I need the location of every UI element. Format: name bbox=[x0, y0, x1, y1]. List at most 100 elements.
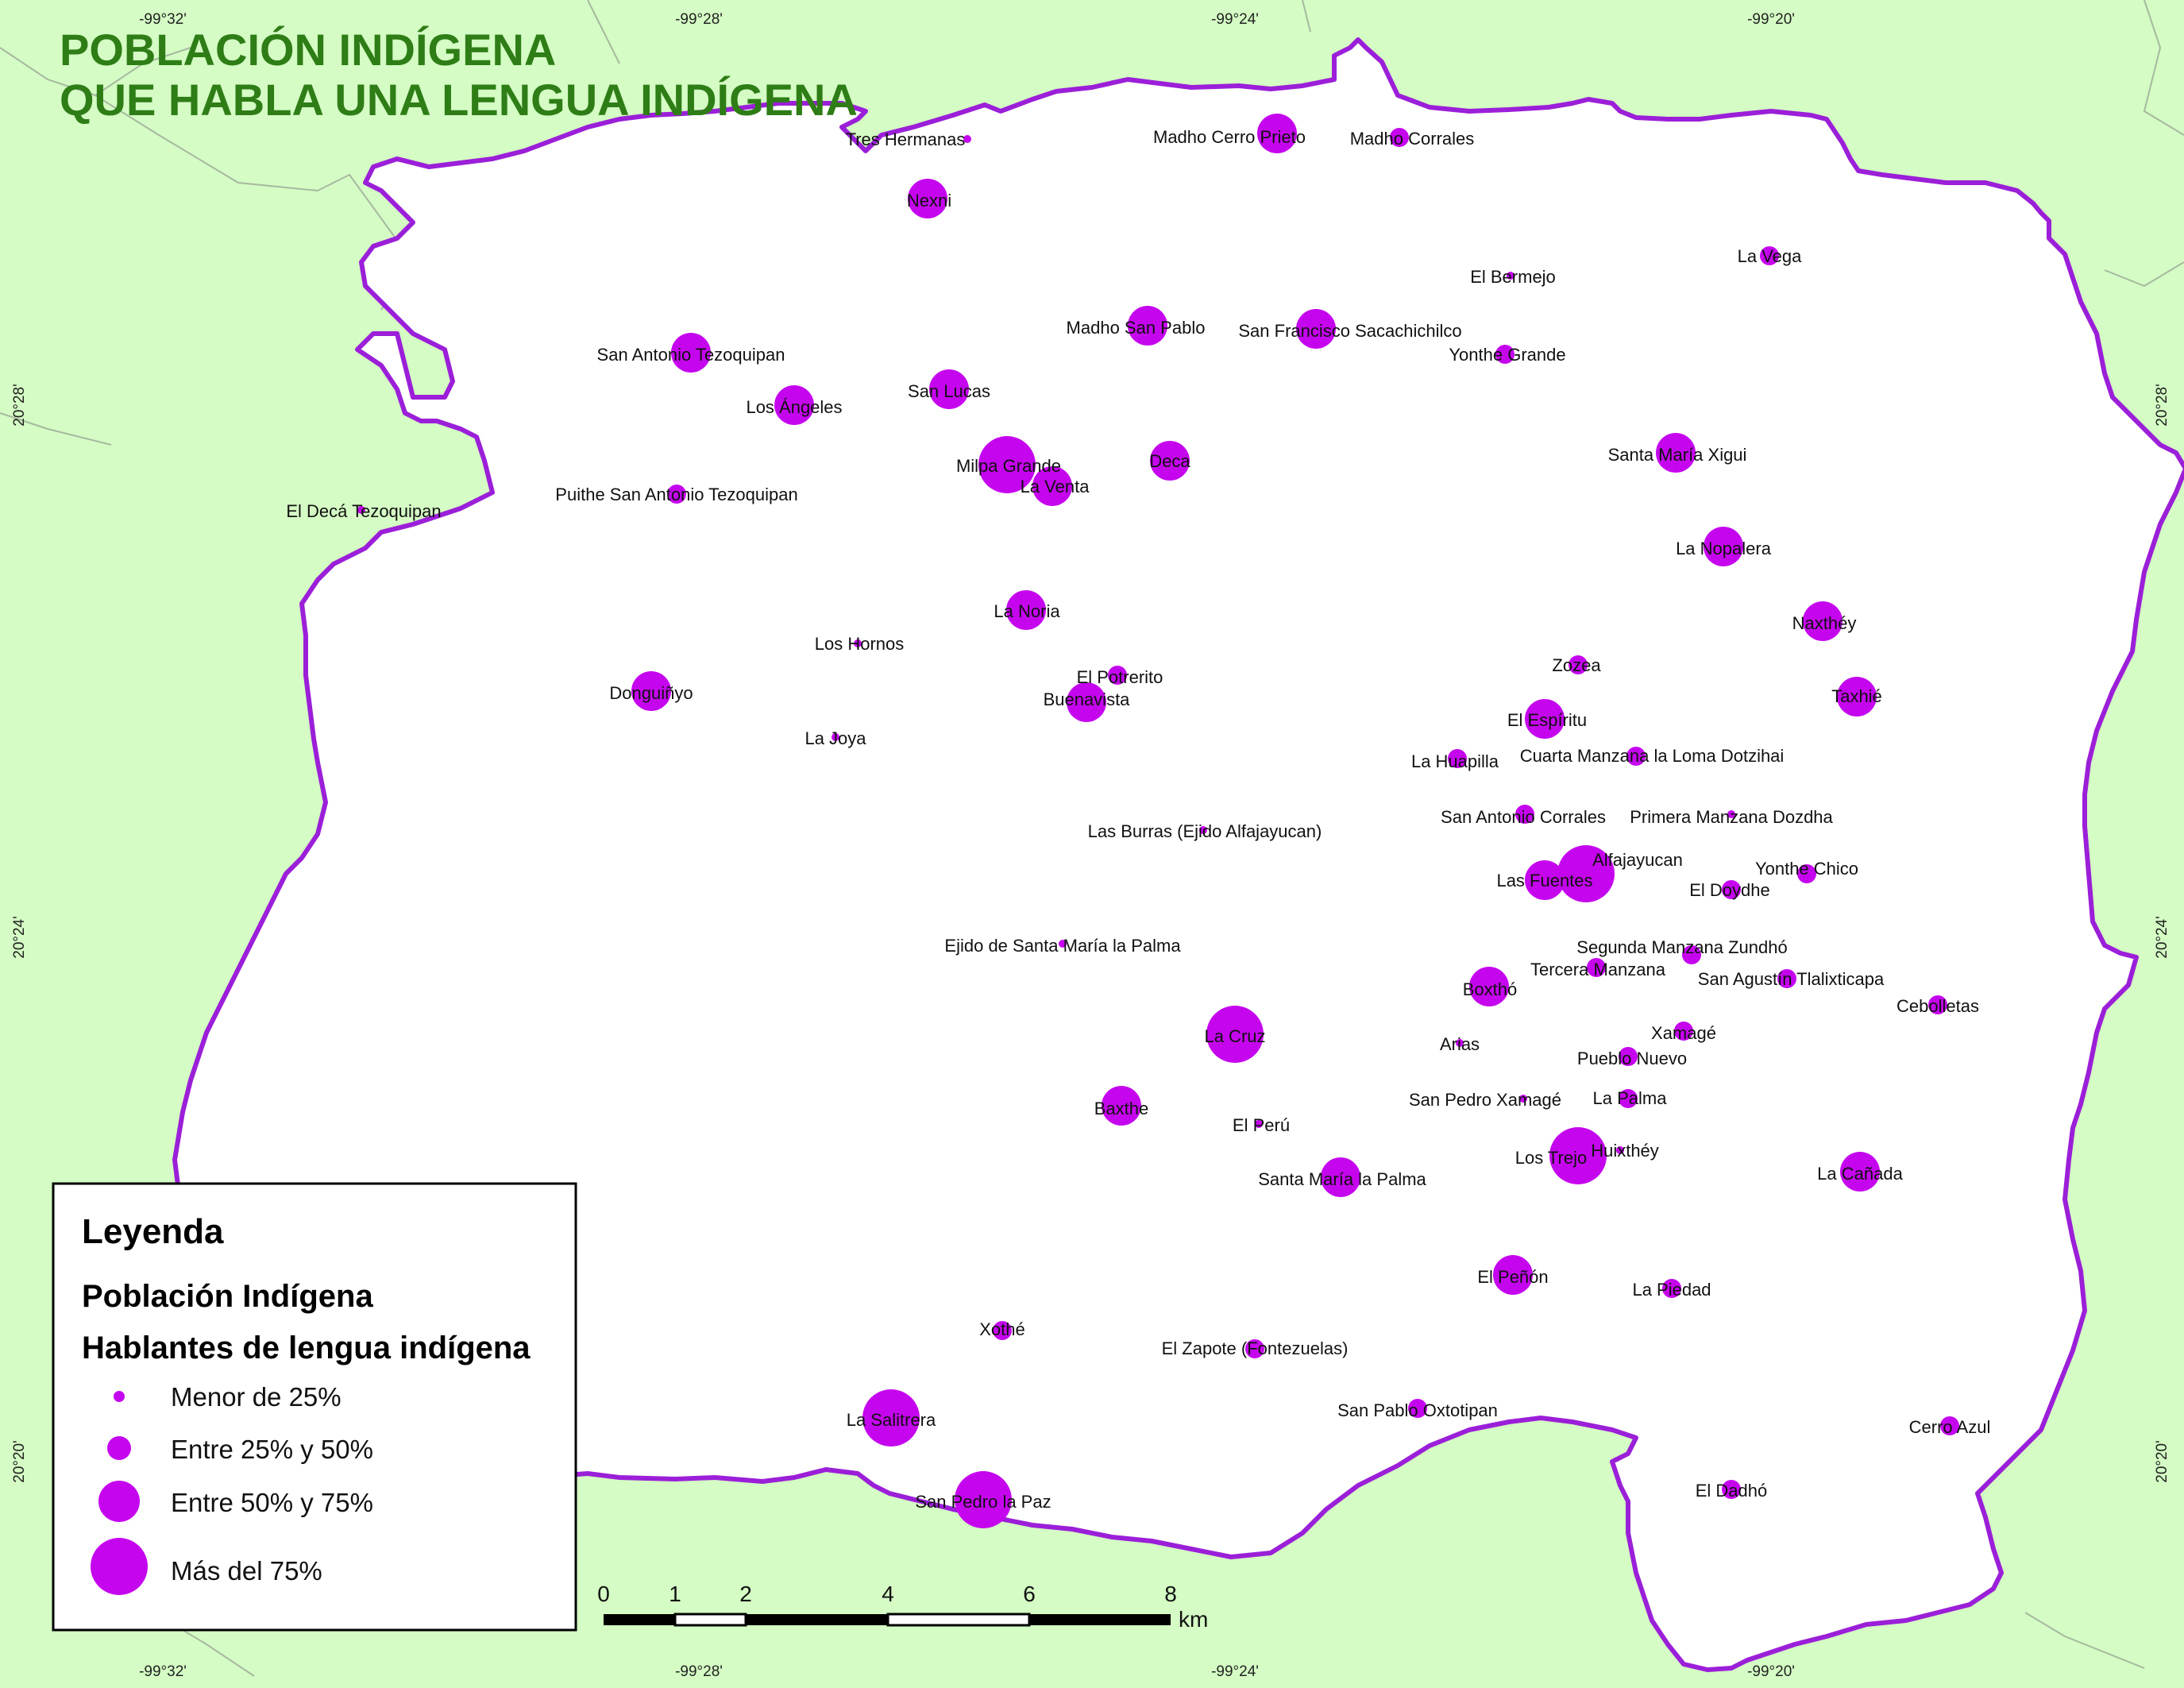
coord-lon-bottom-2: -99°28' bbox=[675, 1663, 723, 1680]
locality-marker-san-lucas bbox=[929, 369, 969, 409]
map-title-line-2: QUE HABLA UNA LENGUA INDÍGENA bbox=[60, 75, 858, 125]
locality-label-huixthey: Huixthéy bbox=[1591, 1141, 1659, 1161]
locality-label-madho-corrales: Madho Corrales bbox=[1350, 129, 1475, 149]
coord-lon-bottom-3: -99°24' bbox=[1211, 1663, 1259, 1680]
locality-label-la-venta: La Venta bbox=[1021, 477, 1090, 496]
locality-marker-tercera-manzana bbox=[1587, 958, 1606, 977]
locality-marker-baxthe bbox=[1102, 1086, 1141, 1126]
legend-title: Leyenda bbox=[82, 1212, 224, 1251]
locality-marker-zozea bbox=[1569, 655, 1588, 674]
locality-marker-san-antonio-corrales bbox=[1515, 805, 1534, 824]
locality-label-yonthe-grande: Yonthe Grande bbox=[1449, 345, 1565, 365]
scale-segment-2 bbox=[673, 1613, 747, 1627]
locality-marker-nexni bbox=[908, 179, 947, 218]
coord-lat-right-1: 20°28' bbox=[2154, 384, 2170, 427]
coord-lon-top-1: -99°32' bbox=[139, 11, 187, 28]
locality-label-el-doydhe: El Doydhe bbox=[1689, 880, 1770, 900]
locality-label-santa-maria-xigui: Santa María Xigui bbox=[1608, 445, 1747, 465]
locality-label-donguinyo: Donguiñyo bbox=[609, 683, 693, 703]
locality-label-santa-maria-la-palma: Santa María la Palma bbox=[1258, 1169, 1426, 1189]
locality-label-la-canada: La Cañada bbox=[1817, 1164, 1903, 1184]
locality-label-alfajayucan: Alfajayucan bbox=[1592, 850, 1683, 870]
locality-label-san-pedro-la-paz: San Pedro la Paz bbox=[915, 1492, 1051, 1512]
legend-marker-class-1 bbox=[114, 1391, 125, 1402]
locality-label-el-potrerito: El Potrerito bbox=[1077, 667, 1163, 687]
coord-lon-top-4: -99°20' bbox=[1747, 11, 1795, 28]
locality-marker-la-salitrera bbox=[862, 1389, 920, 1447]
locality-marker-los-hornos bbox=[854, 639, 862, 647]
locality-marker-madho-san-pablo bbox=[1128, 306, 1167, 346]
locality-label-el-dadho: El Dadhó bbox=[1696, 1481, 1768, 1501]
locality-marker-el-peru bbox=[1255, 1120, 1263, 1128]
locality-marker-el-deca-tezoquipan bbox=[357, 506, 365, 514]
locality-label-los-hornos: Los Hornos bbox=[815, 634, 905, 654]
legend-label-class-2: Entre 25% y 50% bbox=[171, 1435, 373, 1464]
locality-marker-el-potrerito bbox=[1108, 666, 1127, 685]
map-title-line-1: POBLACIÓN INDÍGENA bbox=[60, 25, 556, 75]
scale-tick-8: 8 bbox=[1164, 1582, 1177, 1606]
locality-label-tercera-manzana: Tercera Manzana bbox=[1530, 960, 1666, 979]
locality-label-baxthe: Baxthe bbox=[1094, 1099, 1149, 1118]
locality-marker-madho-cerro-prieto bbox=[1257, 114, 1297, 153]
locality-label-la-huapilla: La Huapilla bbox=[1411, 751, 1499, 771]
locality-label-ejido-de-santa-maria-la-palma: Ejido de Santa María la Palma bbox=[944, 936, 1181, 956]
legend-subtitle-1: Población Indígena bbox=[82, 1279, 373, 1314]
locality-marker-los-trejo bbox=[1549, 1127, 1607, 1184]
locality-marker-santa-maria-xigui bbox=[1656, 433, 1696, 473]
locality-marker-arias bbox=[1456, 1039, 1464, 1047]
locality-label-taxhie: Taxhié bbox=[1831, 686, 1882, 706]
locality-marker-la-venta bbox=[1032, 466, 1072, 506]
locality-label-la-salitrera: La Salitrera bbox=[847, 1410, 936, 1430]
scale-segment-1 bbox=[604, 1614, 675, 1625]
locality-marker-las-burras-ejido-alfajayucan bbox=[1199, 826, 1207, 834]
locality-marker-la-piedad bbox=[1662, 1279, 1681, 1298]
legend-marker-class-4 bbox=[91, 1538, 148, 1595]
locality-marker-taxhie bbox=[1837, 677, 1877, 717]
locality-marker-la-joya bbox=[832, 733, 839, 741]
locality-marker-buenavista bbox=[1067, 682, 1106, 722]
locality-marker-san-pedro-la-paz bbox=[955, 1471, 1012, 1528]
locality-label-tres-hermanas: Tres Hermanas bbox=[846, 129, 966, 149]
locality-label-san-pablo-oxtotipan: San Pablo Oxtotipan bbox=[1337, 1400, 1498, 1420]
locality-marker-yonthe-chico bbox=[1797, 864, 1816, 883]
locality-marker-alfajayucan bbox=[1557, 845, 1615, 902]
scale-tick-0: 0 bbox=[597, 1582, 610, 1606]
scale-tick-1: 1 bbox=[669, 1582, 681, 1606]
locality-labels: Tres Hermanas Madho Cerro Prieto Madho Cor… bbox=[286, 127, 1990, 1512]
legend-label-class-1: Menor de 25% bbox=[171, 1382, 341, 1412]
locality-label-madho-san-pablo: Madho San Pablo bbox=[1067, 318, 1206, 338]
locality-label-la-cruz: La Cruz bbox=[1204, 1026, 1265, 1046]
locality-marker-xothe bbox=[993, 1321, 1012, 1340]
locality-marker-cebolletas bbox=[1928, 995, 1947, 1014]
locality-marker-el-doydhe bbox=[1722, 880, 1741, 899]
locality-label-yonthe-chico: Yonthe Chico bbox=[1755, 859, 1858, 879]
coord-lon-bottom-1: -99°32' bbox=[139, 1663, 187, 1680]
locality-label-cerro-azul: Cerro Azul bbox=[1909, 1417, 1991, 1437]
locality-label-san-antonio-tezoquipan: San Antonio Tezoquipan bbox=[597, 345, 785, 365]
locality-marker-xamage bbox=[1674, 1022, 1693, 1041]
locality-label-buenavista: Buenavista bbox=[1044, 689, 1131, 709]
locality-label-las-burras-ejido-alfajayucan: Las Burras (Ejido Alfajayucan) bbox=[1088, 821, 1322, 841]
locality-label-naxthey: Naxthéy bbox=[1792, 613, 1857, 633]
locality-marker-deca bbox=[1150, 441, 1190, 481]
locality-label-el-espiritu: El Espíritu bbox=[1507, 710, 1587, 730]
scale-tick-6: 6 bbox=[1023, 1582, 1036, 1606]
locality-label-boxtho: Boxthó bbox=[1463, 979, 1518, 999]
locality-marker-san-antonio-tezoquipan bbox=[671, 333, 711, 373]
locality-label-san-antonio-corrales: San Antonio Corrales bbox=[1441, 807, 1606, 827]
locality-label-nexni: Nexni bbox=[907, 191, 951, 211]
locality-label-la-nopalera: La Nopalera bbox=[1676, 539, 1772, 558]
coordinate-labels: -99°32' -99°28' -99°24' -99°20' -99°32' … bbox=[11, 11, 2170, 1680]
locality-label-milpa-grande: Milpa Grande bbox=[956, 456, 1061, 476]
locality-marker-el-penon bbox=[1493, 1255, 1533, 1295]
locality-marker-la-nopalera bbox=[1704, 527, 1743, 566]
locality-label-el-penon: El Peñón bbox=[1477, 1267, 1548, 1287]
locality-marker-la-cruz bbox=[1206, 1006, 1264, 1063]
legend-label-class-3: Entre 50% y 75% bbox=[171, 1488, 373, 1517]
scale-segment-4 bbox=[886, 1613, 1031, 1627]
locality-marker-el-dadho bbox=[1722, 1480, 1741, 1499]
locality-label-cuarta-manzana-la-loma-dotzihai: Cuarta Manzana la Loma Dotzihai bbox=[1520, 746, 1785, 766]
coord-lat-left-1: 20°28' bbox=[11, 384, 28, 427]
legend: Leyenda Población Indígena Hablantes de … bbox=[52, 1182, 577, 1632]
